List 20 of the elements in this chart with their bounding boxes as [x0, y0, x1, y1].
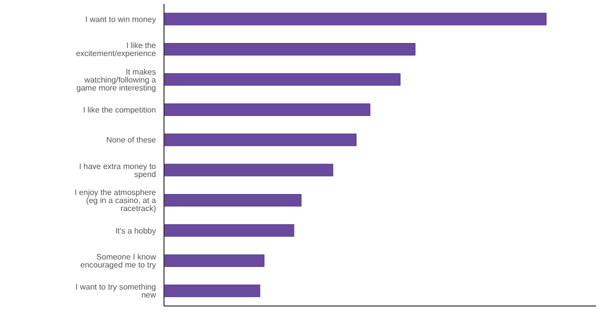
- y-tick-label: It's a hobby: [115, 226, 156, 236]
- y-tick-label: I want to try something new: [76, 282, 156, 300]
- bar: [164, 103, 370, 116]
- bar: [164, 164, 334, 176]
- y-tick-label: I like the excitement/experience: [76, 41, 157, 58]
- y-tick-label: I enjoy the atmosphere (eg in a casino, at a racetrack): [74, 188, 157, 214]
- y-tick-label: I want to win money: [85, 14, 156, 24]
- bar: [164, 134, 357, 146]
- bar: [164, 43, 416, 56]
- y-tick-label: I like the competition: [83, 106, 156, 115]
- bar: [164, 254, 264, 267]
- bar: [164, 194, 302, 207]
- y-tick-label: Someone I know encouraged me to try: [80, 252, 156, 270]
- bar: [164, 224, 294, 237]
- bar: [164, 284, 260, 298]
- y-tick-label: None of these: [106, 136, 157, 145]
- y-tick-label: It makes watching/following a game more interesting: [76, 67, 157, 92]
- bar: [164, 73, 401, 86]
- y-tick-label: I have extra money to spend: [79, 162, 157, 179]
- bar: [164, 12, 547, 26]
